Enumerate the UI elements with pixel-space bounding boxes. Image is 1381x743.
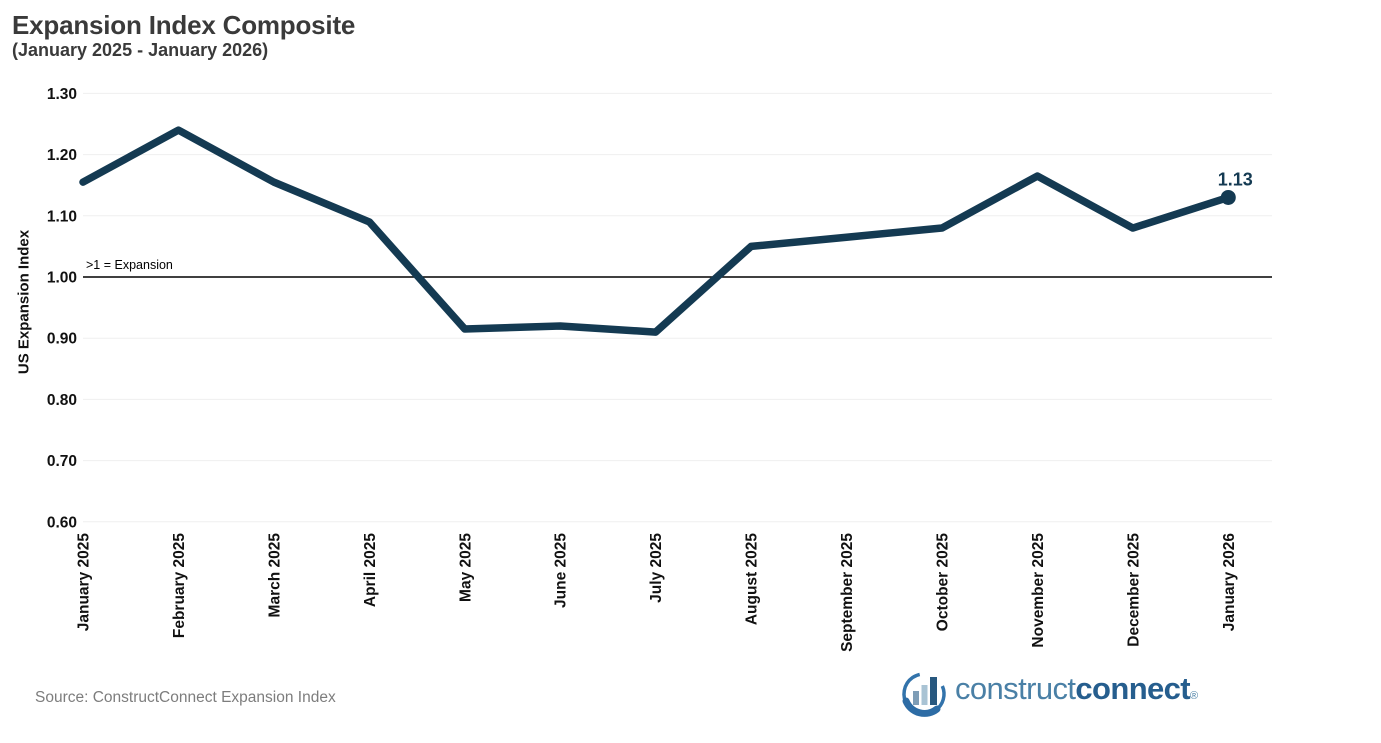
- chart-subtitle: (January 2025 - January 2026): [12, 40, 269, 60]
- reference-annotation: >1 = Expansion: [86, 258, 173, 272]
- y-tick-label: 0.70: [47, 453, 77, 470]
- x-tick-label: October 2025: [934, 533, 951, 632]
- constructconnect-logo: constructconnect®: [897, 664, 1198, 720]
- x-tick-label: January 2026: [1221, 533, 1238, 632]
- y-tick-label: 0.80: [47, 392, 77, 409]
- x-tick-label: January 2025: [76, 533, 93, 632]
- y-tick-label: 1.20: [47, 147, 77, 164]
- chart-title: Expansion Index Composite: [12, 10, 356, 40]
- logo-bars: [913, 677, 937, 705]
- y-tick-label: 1.00: [47, 270, 77, 287]
- logo-swoosh: [902, 672, 946, 717]
- line-chart-plot-area: 1.30 1.20 1.10 1.00 0.90 0.80 0.70 0.60 January …: [47, 86, 1272, 652]
- chart-header: Expansion Index Composite (January 2025 …: [12, 10, 355, 61]
- source-note: Source: ConstructConnect Expansion Index: [35, 689, 336, 706]
- x-tick-label: June 2025: [553, 533, 570, 608]
- x-tick-label: February 2025: [171, 533, 188, 638]
- constructconnect-logo-icon: [902, 672, 946, 717]
- x-tick-label: September 2025: [839, 533, 856, 652]
- data-line: [79, 126, 1233, 336]
- y-tick-label: 1.10: [47, 208, 77, 225]
- logo-connect-text: connect: [1075, 670, 1191, 706]
- x-tick-label: November 2025: [1030, 533, 1047, 648]
- x-tick-label: April 2025: [362, 533, 379, 607]
- logo-wordmark: constructconnect®: [955, 661, 1198, 724]
- y-tick-label: 0.60: [47, 514, 77, 531]
- x-tick-label: May 2025: [457, 533, 474, 602]
- last-point-marker: [1220, 189, 1236, 205]
- x-tick-label: December 2025: [1125, 533, 1142, 647]
- y-tick-label: 1.30: [47, 86, 77, 103]
- last-value-label: 1.13: [1218, 169, 1253, 189]
- x-tick-label: July 2025: [648, 533, 665, 603]
- x-tick-label: March 2025: [266, 533, 283, 618]
- logo-registered-mark: ®: [1190, 689, 1198, 702]
- x-tick-label: August 2025: [744, 533, 761, 626]
- y-tick-label: 0.90: [47, 331, 77, 348]
- logo-construct-text: construct: [955, 670, 1076, 706]
